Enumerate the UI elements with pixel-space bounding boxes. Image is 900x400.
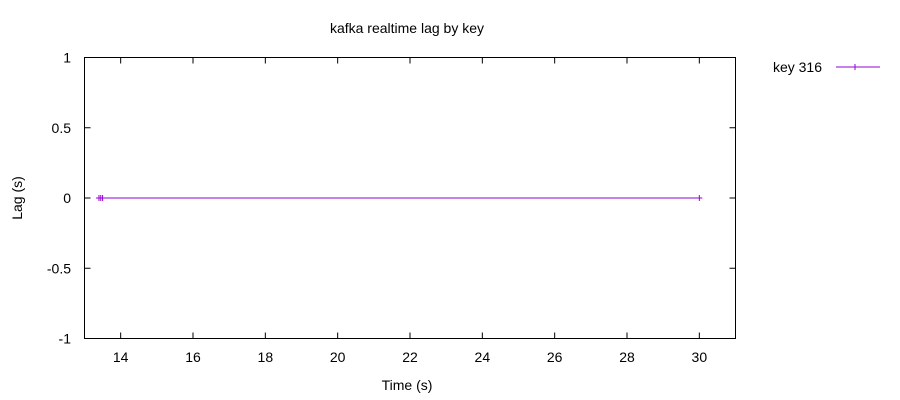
y-tick-label: -1: [59, 331, 72, 347]
data-point: [99, 195, 106, 201]
legend-marker-key-316: [852, 64, 858, 70]
y-tick-label: 0.5: [52, 120, 72, 136]
x-tick-label: 30: [692, 349, 708, 365]
x-axis-label: Time (s): [382, 377, 433, 393]
x-tick-label: 22: [402, 349, 418, 365]
x-tick-label: 16: [185, 349, 201, 365]
y-axis-label: Lag (s): [9, 176, 25, 220]
chart-title: kafka realtime lag by key: [330, 20, 484, 36]
y-tick-label: 1: [63, 50, 71, 66]
x-axis: 14 16 18 20 22 24 26 28 30: [113, 57, 708, 365]
x-tick-label: 28: [619, 349, 635, 365]
series-layer: [95, 195, 703, 201]
y-tick-label: -0.5: [47, 260, 71, 276]
x-tick-label: 18: [258, 349, 274, 365]
x-tick-label: 26: [547, 349, 563, 365]
x-tick-label: 14: [113, 349, 129, 365]
y-tick-label: 0: [63, 190, 71, 206]
legend: key 316: [773, 59, 880, 75]
data-point: [696, 195, 703, 201]
x-tick-label: 24: [475, 349, 491, 365]
x-tick-label: 20: [330, 349, 346, 365]
legend-label-key-316: key 316: [773, 59, 822, 75]
y-axis: -1 -0.5 0 0.5 1: [47, 50, 736, 347]
